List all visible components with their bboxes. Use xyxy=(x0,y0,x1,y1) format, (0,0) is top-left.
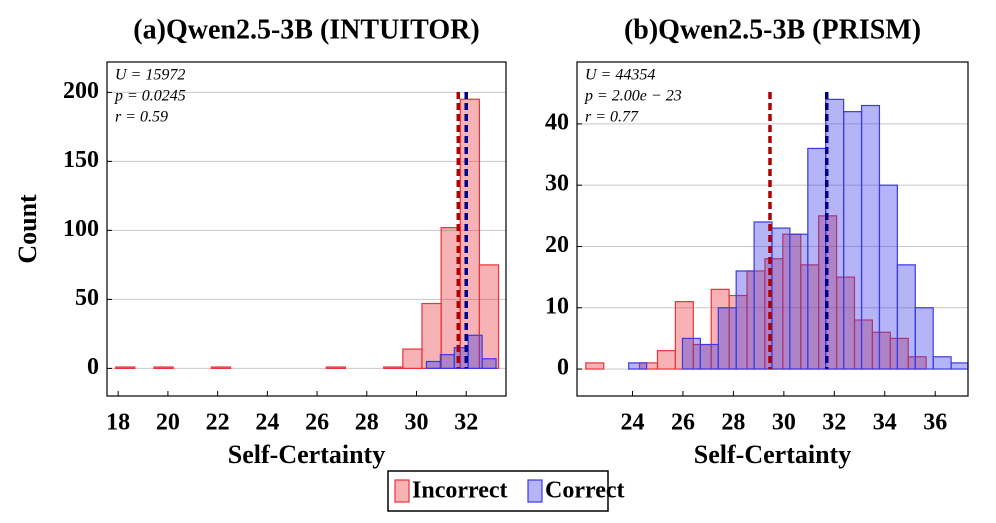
annotation: U = 15972 xyxy=(115,67,185,84)
y-tick-label: 0 xyxy=(87,354,99,380)
histogram-bar xyxy=(656,350,676,370)
x-tick-label: 22 xyxy=(206,410,230,436)
x-tick-label: 28 xyxy=(721,410,745,436)
histogram-bar xyxy=(735,270,755,370)
chart-title: (a)Qwen2.5-3B (INTUITOR) xyxy=(133,14,479,45)
x-tick-label: 36 xyxy=(923,410,947,436)
histogram-bar xyxy=(681,337,701,370)
x-axis-label: Self-Certainty xyxy=(228,440,385,469)
chart-title: (b)Qwen2.5-3B (PRISM) xyxy=(624,14,921,45)
y-tick-label: 20 xyxy=(545,232,569,258)
annotation: U = 44354 xyxy=(585,67,655,84)
histogram-bar xyxy=(153,366,174,369)
x-tick-label: 30 xyxy=(405,410,429,436)
histogram-bar xyxy=(481,358,497,369)
x-tick-label: 26 xyxy=(305,410,329,436)
legend-swatch xyxy=(394,479,410,503)
x-tick-label: 32 xyxy=(454,410,478,436)
histogram-bar xyxy=(896,264,916,370)
histogram-bar xyxy=(425,360,441,369)
histogram-bar xyxy=(383,366,404,369)
legend-label: Correct xyxy=(545,478,625,504)
y-tick-label: 200 xyxy=(63,78,99,104)
x-tick-label: 30 xyxy=(772,410,796,436)
y-tick-label: 40 xyxy=(545,109,569,135)
annotation: r = 0.77 xyxy=(585,109,639,126)
legend-label: Incorrect xyxy=(412,478,508,504)
histogram-bar xyxy=(807,147,827,370)
histogram-bar xyxy=(950,362,969,370)
x-tick-label: 26 xyxy=(671,410,695,436)
y-tick-label: 0 xyxy=(557,355,569,381)
histogram-bar xyxy=(789,233,809,370)
x-axis-label: Self-Certainty xyxy=(694,440,851,469)
histogram-bar xyxy=(843,111,863,370)
y-tick-label: 50 xyxy=(75,285,99,311)
histogram-bar xyxy=(402,348,423,369)
histogram-bar xyxy=(771,227,791,370)
histogram-bar xyxy=(439,353,455,369)
y-tick-label: 150 xyxy=(63,147,99,173)
y-axis-label: Count xyxy=(13,194,42,264)
annotation: p = 2.00e − 23 xyxy=(584,88,682,105)
x-tick-label: 18 xyxy=(106,410,130,436)
histogram-bar xyxy=(115,366,136,369)
histogram-bar xyxy=(914,307,934,370)
histogram-bar xyxy=(628,362,648,370)
histogram-bar xyxy=(860,104,881,370)
histogram-bar xyxy=(459,98,480,369)
histogram-bar xyxy=(421,302,442,369)
histogram-bar xyxy=(585,362,605,370)
histogram-bar xyxy=(210,366,232,369)
x-tick-label: 34 xyxy=(873,410,897,436)
histogram-bar xyxy=(467,334,483,369)
legend-swatch xyxy=(527,479,543,503)
annotation: r = 0.59 xyxy=(115,109,168,126)
x-tick-label: 20 xyxy=(156,410,180,436)
plot-frame xyxy=(576,61,969,397)
histogram-bar xyxy=(717,307,737,370)
legend-box xyxy=(387,470,609,512)
histogram-bar xyxy=(878,184,898,370)
x-tick-label: 28 xyxy=(355,410,379,436)
annotation: p = 0.0245 xyxy=(114,88,186,105)
x-tick-label: 24 xyxy=(255,410,279,436)
y-tick-label: 10 xyxy=(545,293,569,319)
histogram-bar xyxy=(325,366,347,369)
plot-frame xyxy=(106,61,507,397)
y-tick-label: 30 xyxy=(545,171,569,197)
x-tick-label: 32 xyxy=(822,410,846,436)
x-tick-label: 24 xyxy=(620,410,644,436)
y-tick-label: 100 xyxy=(63,216,99,242)
histogram-bar xyxy=(932,356,952,370)
histogram-bar xyxy=(699,343,719,370)
